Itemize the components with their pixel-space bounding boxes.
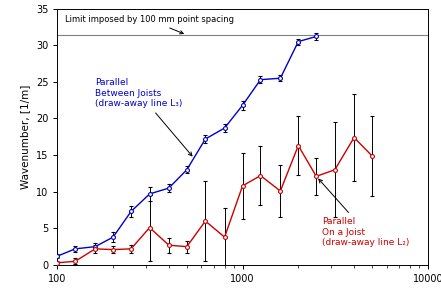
Y-axis label: Wavenumber, [1/m]: Wavenumber, [1/m] [20,85,30,189]
Text: Limit imposed by 100 mm point spacing: Limit imposed by 100 mm point spacing [65,15,234,34]
Text: Parallel
On a Joist
(draw-away line L₂): Parallel On a Joist (draw-away line L₂) [319,179,410,247]
Text: Parallel
Between Joists
(draw-away line L₃): Parallel Between Joists (draw-away line … [95,78,192,156]
